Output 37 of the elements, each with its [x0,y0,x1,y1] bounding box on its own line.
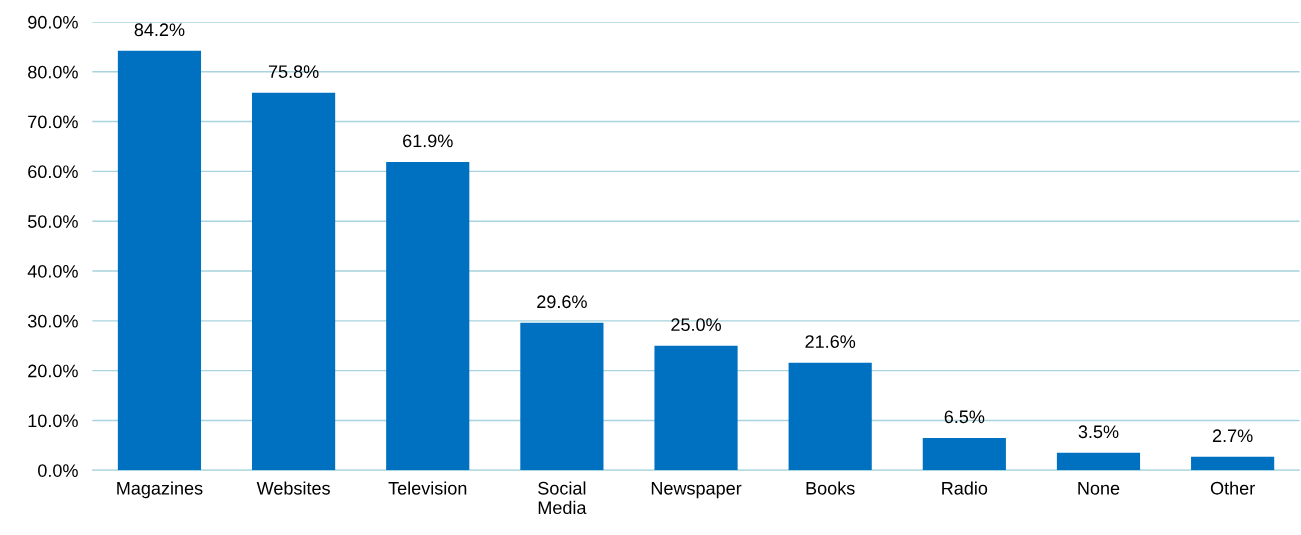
x-tick-label: None [1078,482,1120,495]
bar [654,345,738,471]
data-label: 75.8% [268,65,319,78]
y-tick-label: 0.0% [38,464,78,477]
y-tick-label: 30.0% [27,314,78,328]
bar [252,92,336,471]
data-label: 84.2% [134,23,185,37]
x-tick-label: Other [1210,481,1255,495]
x-tick-label: Social Media [538,481,587,515]
x-tick-label: Television [388,481,467,495]
y-tick-label: 50.0% [28,215,78,228]
data-label: 61.9% [403,134,453,148]
y-tick-label: 70.0% [28,115,78,129]
bar [520,322,604,471]
x-tick-label: Websites [256,481,330,495]
x-tick-label: Radio [942,481,988,495]
data-label: 2.7% [1212,429,1253,443]
x-tick-label: Books [806,481,855,495]
data-label: 25.0% [671,318,721,332]
y-tick-label: 90.0% [28,15,78,29]
data-label: 6.5% [944,410,985,424]
data-label: 29.6% [537,295,587,309]
x-tick-label: Newspaper [651,482,742,499]
y-tick-label: 20.0% [28,364,78,378]
bar [117,50,202,471]
data-label: 3.5% [1078,425,1119,439]
bar [922,437,1006,471]
bar [1191,456,1275,471]
bar [386,161,470,471]
data-label: 21.6% [805,335,856,348]
bar [788,362,872,471]
y-tick-label: 60.0% [28,165,78,179]
x-tick-label: Magazines [117,481,203,499]
y-tick-label: 40.0% [27,264,78,278]
y-tick-label: 10.0% [28,414,78,428]
y-tick-label: 80.0% [28,65,78,79]
bar [1056,452,1141,471]
